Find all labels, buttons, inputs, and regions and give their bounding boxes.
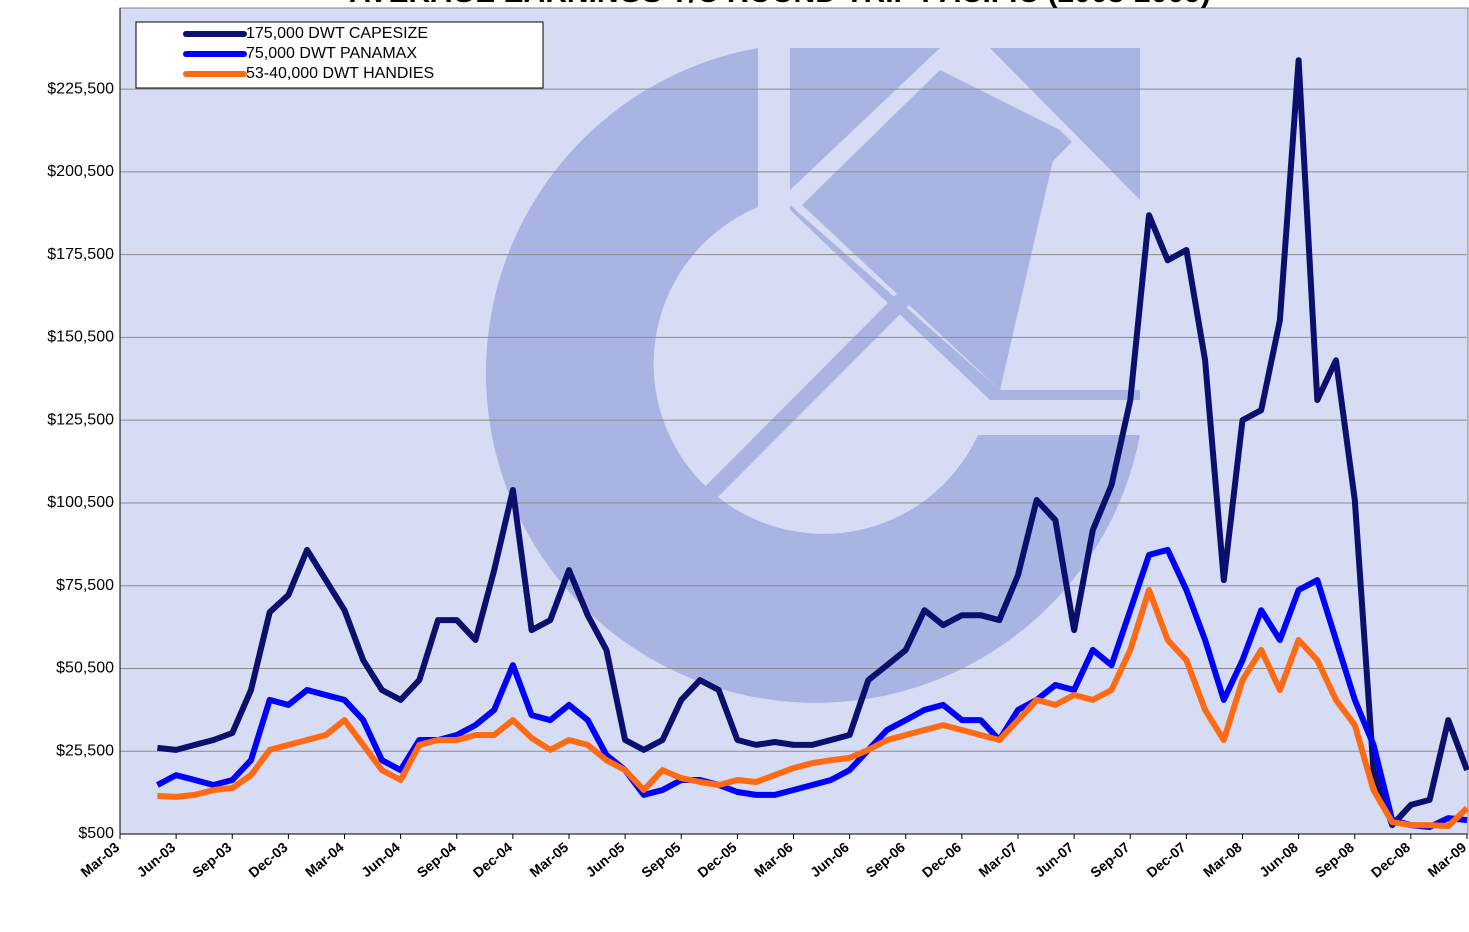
y-tick-label: $225,500 xyxy=(47,80,114,97)
x-tick-label: Dec-04 xyxy=(470,839,516,881)
x-tick-label: Jun-08 xyxy=(1256,839,1301,880)
x-tick-label: Sep-08 xyxy=(1312,839,1358,881)
y-tick-label: $200,500 xyxy=(47,163,114,180)
x-tick-label: Dec-05 xyxy=(694,839,740,881)
x-tick-label: Mar-08 xyxy=(1200,839,1245,880)
x-tick-label: Dec-08 xyxy=(1368,839,1414,881)
series-line xyxy=(157,57,1469,829)
series-line xyxy=(155,546,1468,830)
x-tick-label: Jun-06 xyxy=(807,839,852,880)
x-tick-label: Mar-07 xyxy=(975,839,1020,880)
x-tick-label: Sep-04 xyxy=(414,839,460,881)
legend-label: 175,000 DWT CAPESIZE xyxy=(246,25,428,42)
x-tick-label: Sep-05 xyxy=(638,839,684,881)
x-tick-label: Jun-03 xyxy=(134,839,179,880)
x-tick-label: Jun-05 xyxy=(583,839,628,880)
watermark-logo xyxy=(485,48,1140,703)
x-tick-label: Sep-07 xyxy=(1087,839,1133,881)
x-tick-label: Mar-03 xyxy=(77,839,122,880)
x-tick-label: Dec-07 xyxy=(1143,839,1189,881)
x-tick-label: Mar-04 xyxy=(302,839,347,880)
y-tick-label: $150,500 xyxy=(47,329,114,346)
x-tick-label: Sep-06 xyxy=(863,839,909,881)
series-line xyxy=(157,587,1469,830)
y-tick-label: $25,500 xyxy=(56,742,114,759)
x-tick-label: Jun-04 xyxy=(358,839,403,880)
chart-title: AVERAGE EARNINGS T/C ROUND TRIP PACIFIC … xyxy=(349,0,1211,9)
y-tick-label: $500 xyxy=(78,825,114,842)
y-tick-label: $50,500 xyxy=(56,660,114,677)
x-tick-label: Dec-03 xyxy=(245,839,291,881)
x-tick-label: Mar-06 xyxy=(751,839,796,880)
y-tick-label: $100,500 xyxy=(47,494,114,511)
x-tick-label: Mar-05 xyxy=(526,839,571,880)
legend-label: 53-40,000 DWT HANDIES xyxy=(246,65,434,82)
x-tick-label: Sep-03 xyxy=(189,839,235,881)
legend-label: 75,000 DWT PANAMAX xyxy=(246,45,417,62)
y-tick-label: $125,500 xyxy=(47,411,114,428)
y-tick-label: $75,500 xyxy=(56,577,114,594)
x-tick-label: Mar-09 xyxy=(1424,839,1469,880)
x-tick-label: Dec-06 xyxy=(919,839,965,881)
y-tick-label: $175,500 xyxy=(47,246,114,263)
x-tick-label: Jun-07 xyxy=(1032,839,1077,880)
